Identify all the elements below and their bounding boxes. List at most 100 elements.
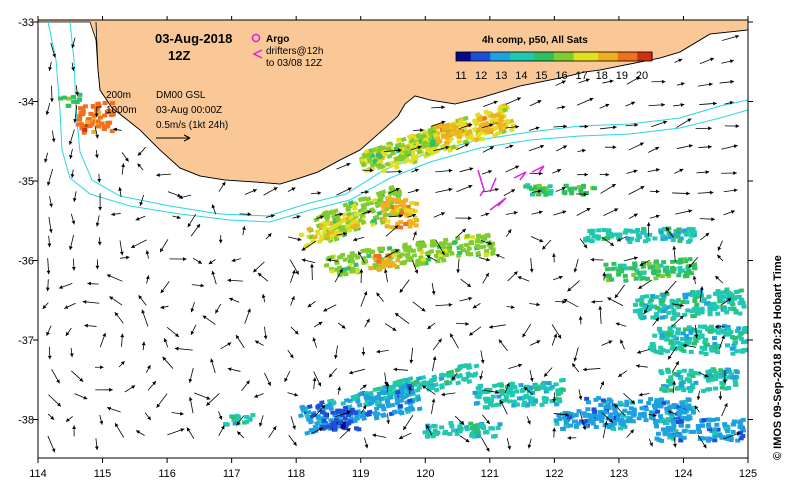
current-arrow [600,184,615,193]
current-arrow [148,381,156,390]
current-arrow [69,129,75,144]
colour-bar-segment [544,52,550,61]
current-arrow [138,147,146,156]
current-arrow [600,104,610,109]
current-arrow [460,297,473,301]
current-arrow [403,415,413,430]
current-arrow [84,324,96,328]
lat-tick-label: -37 [18,335,34,347]
date-label: 03-Aug-2018 [155,31,232,46]
current-arrow [192,284,204,288]
current-arrow [83,300,100,304]
colour-bar-segment [618,52,624,61]
colour-bar-segment [608,52,614,61]
current-arrow [69,235,74,250]
current-arrow [290,270,295,283]
colour-bar-tick-label: 13 [495,70,507,82]
current-arrow [483,101,498,107]
current-arrow [194,393,210,400]
current-arrow [697,391,701,400]
current-arrow [269,426,277,437]
current-arrow [107,274,123,281]
current-arrow [435,169,452,173]
sst-patch [603,256,698,284]
current-scale-label: 0.5m/s (1kt 24h) [156,120,228,131]
current-arrow [506,229,511,237]
current-arrow [96,260,100,270]
lon-tick-label: 121 [481,468,499,480]
colour-bar-segment [530,52,536,61]
current-arrow [508,271,518,281]
lat-tick-label: -34 [18,97,34,109]
current-arrow [157,394,168,408]
current-arrow [120,256,129,260]
current-arrow [507,438,511,450]
colour-bar-segment [549,52,555,61]
current-arrow [98,237,102,245]
current-arrow [312,337,316,347]
current-arrow [629,143,644,150]
colour-bar-segment [593,52,599,61]
colour-bar-tick-label: 11 [455,70,466,82]
colour-bar-segment [495,52,501,61]
current-arrow [700,217,715,221]
colour-bar-segment [515,52,521,61]
current-arrow [353,237,364,241]
current-arrow [696,126,712,130]
current-arrow [160,239,168,252]
current-arrow [395,313,409,324]
colour-bar-segment [598,52,604,61]
current-arrow [146,365,150,373]
current-arrow [48,395,61,407]
current-arrow [583,368,600,372]
current-arrow [552,334,557,346]
current-arrow [219,182,225,192]
colour-bar-segment [554,52,560,61]
current-arrow [456,258,460,273]
current-arrow [210,359,215,373]
current-arrow [725,124,739,128]
current-arrow [507,305,515,309]
current-arrow [577,173,588,177]
current-arrow [59,283,72,288]
lat-tick-label: -33 [18,17,34,29]
current-arrow [49,196,53,207]
current-arrow [237,431,244,438]
current-arrow [532,211,543,215]
drifter-track [532,166,544,174]
colour-bar-segment [628,52,634,61]
current-arrow [365,319,370,327]
current-arrow [432,356,436,371]
current-arrow [413,231,417,240]
current-arrow [170,257,187,261]
current-arrow [627,170,638,174]
current-arrow [70,348,74,357]
colour-bar-tick-label: 16 [555,70,567,82]
current-arrow [718,241,723,251]
current-arrow [637,349,649,353]
current-arrow [288,350,294,358]
current-arrow [508,364,522,369]
current-arrow [291,327,299,334]
current-arrow [615,285,625,298]
lon-tick-label: 122 [545,468,563,480]
current-arrow [677,82,685,86]
current-arrow [531,237,543,243]
current-arrow [723,210,734,215]
current-arrow [649,439,653,447]
isobath-1000-label: 1000m [106,105,137,116]
current-arrow [167,428,184,435]
current-arrow [156,173,171,177]
current-arrow [718,391,722,399]
argo-label: Argo [266,34,289,45]
current-arrow [215,304,220,313]
current-arrow [99,415,103,425]
sst-patch [223,413,255,426]
sst-patch [632,286,747,323]
current-arrow [72,425,76,436]
current-datetime-label: 03-Aug 00:00Z [156,105,222,116]
current-arrow [616,322,626,326]
current-arrow [638,280,652,289]
current-arrow [163,357,173,369]
sst-patch [58,93,82,108]
